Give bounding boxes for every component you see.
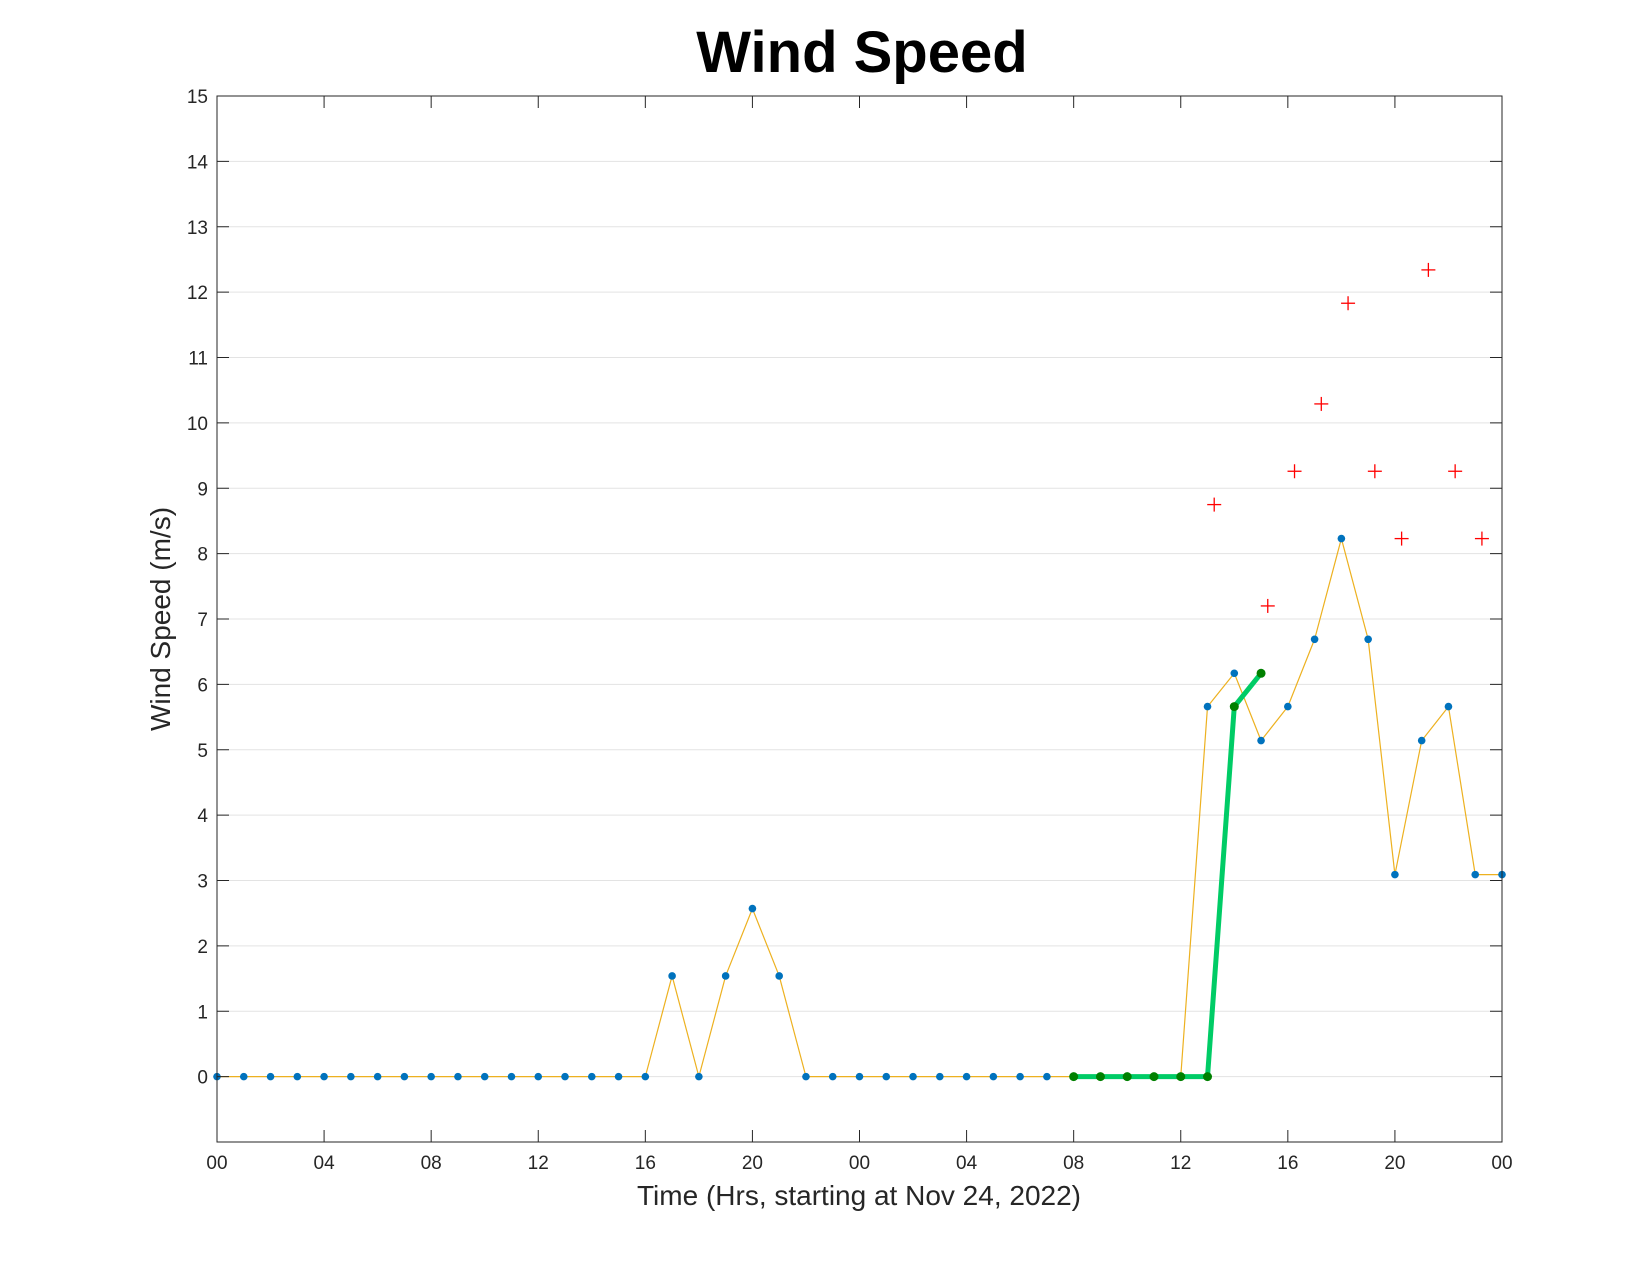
x-tick-label: 04 [314, 1153, 336, 1174]
gust-plus-marker [1341, 296, 1356, 311]
observed-data-point [561, 1072, 569, 1081]
observed-data-point [239, 1072, 248, 1081]
observed-data-point [802, 1072, 810, 1081]
observed-data-point [347, 1072, 355, 1081]
y-tick-label: 11 [188, 349, 208, 370]
x-tick-label: 00 [849, 1153, 870, 1174]
y-tick-label: 7 [197, 610, 208, 631]
observed-data-point [427, 1072, 435, 1081]
x-tick-label: 04 [956, 1153, 978, 1174]
observed-data-point [855, 1072, 864, 1081]
gust-plus-marker [1474, 531, 1489, 546]
highlighted-data-point [1203, 1072, 1213, 1082]
y-tick-label: 0 [197, 1068, 208, 1089]
observed-data-point [1444, 702, 1453, 711]
gust-plus-marker [1287, 464, 1302, 479]
observed-data-point [534, 1072, 543, 1081]
gust-plus-marker [1448, 464, 1463, 479]
x-tick-label: 20 [1384, 1153, 1405, 1174]
highlighted-data-point [1229, 702, 1239, 712]
chart-title: Wind Speed [696, 20, 1027, 85]
y-tick-label: 13 [187, 218, 208, 239]
y-tick-label: 10 [187, 414, 208, 435]
highlighted-data-point [1176, 1072, 1186, 1082]
observed-data-point [1417, 736, 1426, 745]
y-tick-label: 6 [197, 675, 208, 696]
y-tick-label: 12 [187, 283, 208, 304]
observed-data-point [695, 1072, 703, 1081]
observed-data-point [587, 1072, 596, 1081]
x-tick-label: 00 [206, 1153, 227, 1174]
y-tick-label: 4 [197, 806, 208, 827]
gust-plus-marker [1421, 262, 1436, 277]
observed-data-point [507, 1072, 516, 1081]
observed-data-point [1284, 702, 1292, 711]
observed-data-point [614, 1072, 623, 1081]
x-tick-label: 20 [742, 1153, 763, 1174]
observed-data-point [748, 904, 757, 913]
observed-data-point [1016, 1072, 1024, 1081]
y-tick-label: 2 [197, 937, 208, 958]
observed-data-point [1203, 702, 1212, 711]
y-tick-label: 5 [197, 741, 208, 762]
y-tick-label: 8 [197, 545, 208, 566]
observed-data-point [882, 1072, 891, 1081]
y-tick-label: 3 [197, 872, 208, 893]
y-tick-label: 15 [187, 87, 208, 108]
x-tick-label: 08 [421, 1153, 442, 1174]
x-tick-label: 16 [635, 1153, 656, 1174]
gust-plus-marker [1207, 497, 1222, 512]
observed-data-point [1043, 1072, 1051, 1081]
gust-plus-marker [1394, 531, 1409, 546]
observed-data-point [400, 1072, 409, 1081]
observed-data-point [989, 1072, 998, 1081]
highlighted-data-point [1256, 668, 1266, 678]
y-axis-label: Wind Speed (m/s) [145, 507, 176, 731]
observed-data-point [1471, 870, 1480, 879]
observed-data-point [1337, 534, 1346, 543]
x-tick-label: 12 [1170, 1153, 1191, 1174]
y-tick-label: 9 [197, 479, 208, 500]
observed-data-point [641, 1072, 650, 1081]
observed-data-point [909, 1072, 917, 1081]
observed-data-point [480, 1072, 489, 1081]
highlighted-data-point [1122, 1072, 1132, 1082]
x-tick-label: 16 [1277, 1153, 1298, 1174]
observed-data-point [828, 1072, 837, 1081]
observed-data-point [266, 1072, 275, 1081]
x-tick-label: 12 [528, 1153, 549, 1174]
observed-data-point [454, 1072, 462, 1081]
y-tick-label: 1 [197, 1002, 208, 1023]
gust-plus-marker [1260, 598, 1275, 613]
plot-area [213, 262, 1506, 1082]
gust-plus-marker [1314, 396, 1329, 411]
observed-data-point [775, 972, 783, 980]
grid-lines [217, 95, 1502, 1078]
observed-data-point [962, 1072, 971, 1081]
x-axis-label: Time (Hrs, starting at Nov 24, 2022) [637, 1180, 1081, 1211]
observed-data-point [936, 1072, 944, 1081]
observed-data-point [1230, 669, 1239, 678]
observed-data-point [1257, 736, 1265, 745]
gust-plus-marker [1367, 464, 1382, 479]
observed-data-point [721, 972, 730, 980]
observed-data-point [1391, 870, 1399, 879]
observed-data-point [1364, 635, 1372, 644]
observed-data-point [320, 1072, 328, 1081]
y-tick-label: 14 [187, 152, 209, 173]
x-tick-label: 08 [1063, 1153, 1084, 1174]
observed-data-point [668, 972, 676, 980]
highlighted-data-point [1149, 1072, 1159, 1082]
highlighted-data-point [1069, 1072, 1079, 1082]
observed-data-point [1310, 635, 1319, 644]
highlighted-data-point [1095, 1072, 1105, 1082]
x-tick-label: 00 [1491, 1153, 1512, 1174]
observed-data-point [373, 1072, 382, 1081]
observed-data-point [293, 1072, 302, 1081]
